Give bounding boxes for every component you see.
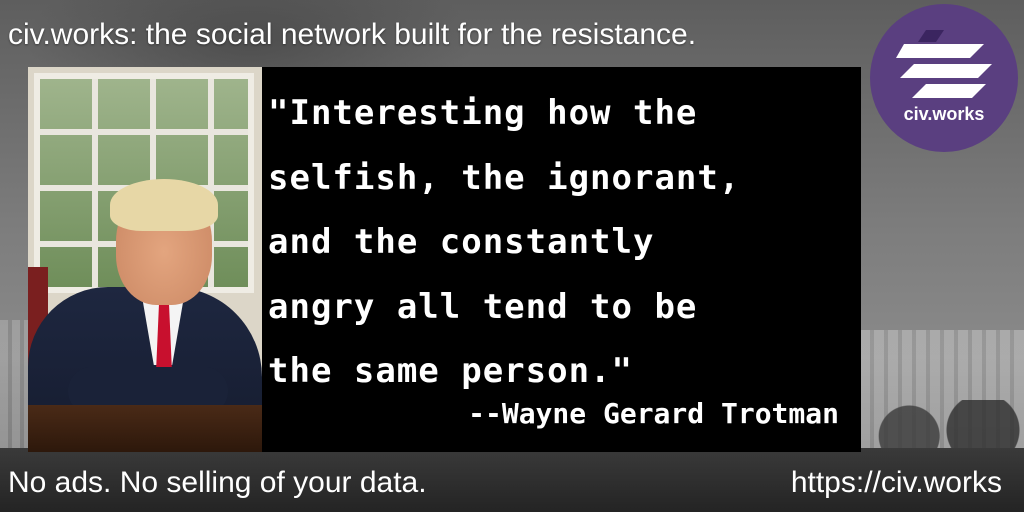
portrait-photo [28,67,262,452]
background-building-left [0,320,30,450]
headline: civ.works: the social network built for … [8,18,697,51]
photo-hair [110,179,218,231]
civworks-logo-icon [896,30,992,98]
footer-url-link[interactable]: https://civ.works [790,466,1002,499]
photo-desk [28,405,262,452]
footer-tagline: No ads. No selling of your data. [8,466,427,499]
logo-wordmark: civ.works [903,104,985,124]
background-crowd [0,448,1024,512]
civworks-logo[interactable]: civ.works [870,4,1018,152]
quote-text: "Interesting how the selfish, the ignora… [268,93,741,391]
quote-author: --Wayne Gerard Trotman [468,397,839,430]
quote-box: "Interesting how the selfish, the ignora… [262,67,861,452]
photo-tie [156,299,172,385]
